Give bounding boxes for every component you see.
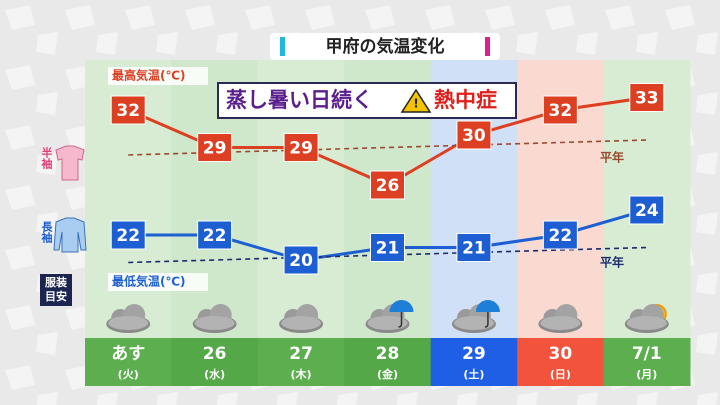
title-bracket-left bbox=[280, 37, 285, 56]
value-label: 29 bbox=[289, 139, 313, 159]
value-box bbox=[110, 95, 146, 125]
warning-mark: ! bbox=[413, 97, 418, 111]
series-label: 平年 bbox=[600, 255, 624, 270]
guide-label: 目安 bbox=[45, 289, 67, 303]
title-bracket-right bbox=[485, 37, 490, 56]
value-label: 26 bbox=[376, 176, 400, 196]
date-strip bbox=[517, 338, 605, 386]
short-sleeve-icon bbox=[55, 145, 85, 181]
value-box bbox=[110, 220, 146, 250]
value-label: 22 bbox=[116, 226, 140, 246]
weekday-label: (火) bbox=[118, 368, 139, 381]
value-label: 21 bbox=[376, 239, 400, 259]
value-label: 20 bbox=[289, 251, 313, 271]
x-tick-label: 26 bbox=[203, 344, 227, 364]
guide-label: 服装 bbox=[45, 275, 67, 289]
value-box bbox=[456, 233, 492, 262]
x-tick-label: 29 bbox=[462, 344, 486, 364]
date-strip bbox=[257, 338, 345, 386]
weekday-label: (日) bbox=[550, 368, 571, 381]
value-box bbox=[629, 83, 665, 112]
weekday-label: (月) bbox=[636, 368, 657, 381]
date-strip bbox=[603, 338, 691, 386]
value-label: 21 bbox=[462, 239, 486, 259]
weather-icon bbox=[624, 304, 669, 333]
normal-line bbox=[128, 139, 647, 156]
long-sleeve-label: 長袖 bbox=[40, 221, 53, 244]
value-box bbox=[370, 233, 405, 262]
value-box bbox=[283, 245, 319, 275]
value-box bbox=[370, 170, 405, 200]
value-box bbox=[283, 133, 319, 162]
x-tick-label: 7/1 bbox=[632, 344, 662, 364]
series-label-bg bbox=[108, 67, 208, 85]
value-label: 32 bbox=[549, 101, 573, 121]
value-label: 30 bbox=[462, 126, 486, 146]
value-label: 22 bbox=[203, 226, 227, 246]
x-tick-label: 28 bbox=[376, 344, 400, 364]
series-label: 最高気温(℃) bbox=[112, 68, 186, 83]
date-strip bbox=[171, 338, 259, 386]
normal-line bbox=[128, 246, 647, 264]
value-box bbox=[197, 220, 233, 250]
value-box bbox=[197, 133, 233, 162]
headline: 蒸し暑い日続く bbox=[226, 88, 373, 112]
short-sleeve-label: 半袖 bbox=[40, 146, 53, 170]
title-box bbox=[270, 33, 500, 60]
guide-box bbox=[40, 274, 72, 306]
value-label: 33 bbox=[635, 89, 659, 109]
weekday-label: (水) bbox=[204, 367, 225, 381]
weekday-label: (土) bbox=[463, 367, 484, 381]
value-box bbox=[456, 120, 492, 150]
x-tick-label: 30 bbox=[549, 344, 573, 364]
chart-title: 甲府の気温変化 bbox=[326, 36, 445, 57]
date-strip bbox=[344, 338, 432, 386]
x-tick-label: 27 bbox=[289, 344, 313, 364]
date-strip bbox=[430, 338, 518, 386]
date-strip bbox=[85, 338, 172, 386]
series-label-bg bbox=[108, 273, 208, 291]
series-label: 最低気温(℃) bbox=[112, 274, 186, 289]
value-box bbox=[629, 195, 665, 225]
value-label: 29 bbox=[203, 139, 227, 159]
weekday-label: (木) bbox=[291, 367, 312, 381]
weekday-label: (金) bbox=[377, 367, 398, 381]
value-label: 24 bbox=[635, 201, 659, 221]
warning-icon bbox=[400, 88, 432, 113]
value-label: 22 bbox=[549, 226, 573, 246]
headline-box bbox=[217, 82, 517, 119]
value-box bbox=[542, 220, 578, 250]
long-sleeve-icon bbox=[53, 217, 87, 253]
series-label: 平年 bbox=[600, 150, 624, 165]
value-box bbox=[542, 95, 578, 125]
x-tick-label: あす bbox=[111, 344, 145, 364]
warning-text: 熱中症 bbox=[434, 88, 497, 112]
value-label: 32 bbox=[116, 101, 140, 121]
